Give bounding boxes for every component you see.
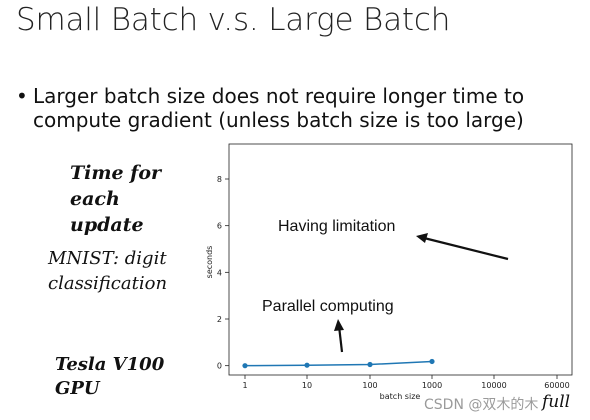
plot-frame (228, 143, 573, 376)
y-tick-label: 4 (217, 268, 222, 277)
y-axis-label: seconds (205, 246, 214, 279)
limitation-arrow (423, 236, 509, 261)
time-label-line-1: Time for (70, 162, 162, 184)
hardware-label-line-2: GPU (55, 378, 100, 399)
series-group (242, 358, 435, 369)
x-tick-label: 10000 (481, 381, 506, 390)
bullet-text: Larger batch size does not require longe… (33, 84, 525, 132)
data-point (304, 362, 310, 368)
series-line (244, 360, 433, 367)
hardware-label: Tesla V100 GPU (55, 353, 164, 401)
x-tick-label: 1000 (422, 381, 442, 390)
x-axis-label: batch size (380, 392, 421, 401)
dataset-label: MNIST: digit classification (48, 246, 167, 296)
data-point (242, 363, 248, 369)
x-axis: 1 10 100 1000 10000 60000 (242, 375, 570, 390)
annotation-having-limitation: Having limitation (278, 218, 395, 235)
data-point (429, 358, 435, 365)
bullet-marker: • (16, 84, 28, 108)
y-tick-label: 8 (217, 175, 222, 184)
time-label-line-2: each (70, 188, 120, 210)
y-tick-label: 0 (217, 362, 222, 371)
full-batch-label: full (542, 392, 571, 412)
hardware-label-line-1: Tesla V100 (55, 354, 165, 375)
x-tick-label: 60000 (544, 381, 569, 390)
annotation-parallel-computing: Parallel computing (262, 298, 394, 315)
y-tick-label: 2 (217, 315, 222, 324)
bullet-point: • Larger batch size does not require lon… (16, 84, 576, 132)
time-label-line-3: update (70, 214, 144, 236)
y-axis: 0 2 4 6 8 (217, 175, 229, 371)
limitation-arrowhead (416, 233, 428, 243)
x-tick-label: 1 (242, 381, 247, 390)
data-point (367, 361, 373, 368)
dataset-label-line-2: classification (48, 273, 168, 294)
y-tick-label: 6 (217, 222, 222, 231)
dataset-label-line-1: MNIST: digit (48, 248, 167, 269)
parallel-arrowhead (334, 319, 344, 331)
time-per-update-label: Time for each update (70, 160, 161, 238)
slide-title: Small Batch v.s. Large Batch (16, 2, 451, 38)
x-tick-label: 10 (302, 381, 312, 390)
watermark: CSDN @双木的木 (424, 397, 539, 413)
x-tick-label: 100 (362, 381, 377, 390)
